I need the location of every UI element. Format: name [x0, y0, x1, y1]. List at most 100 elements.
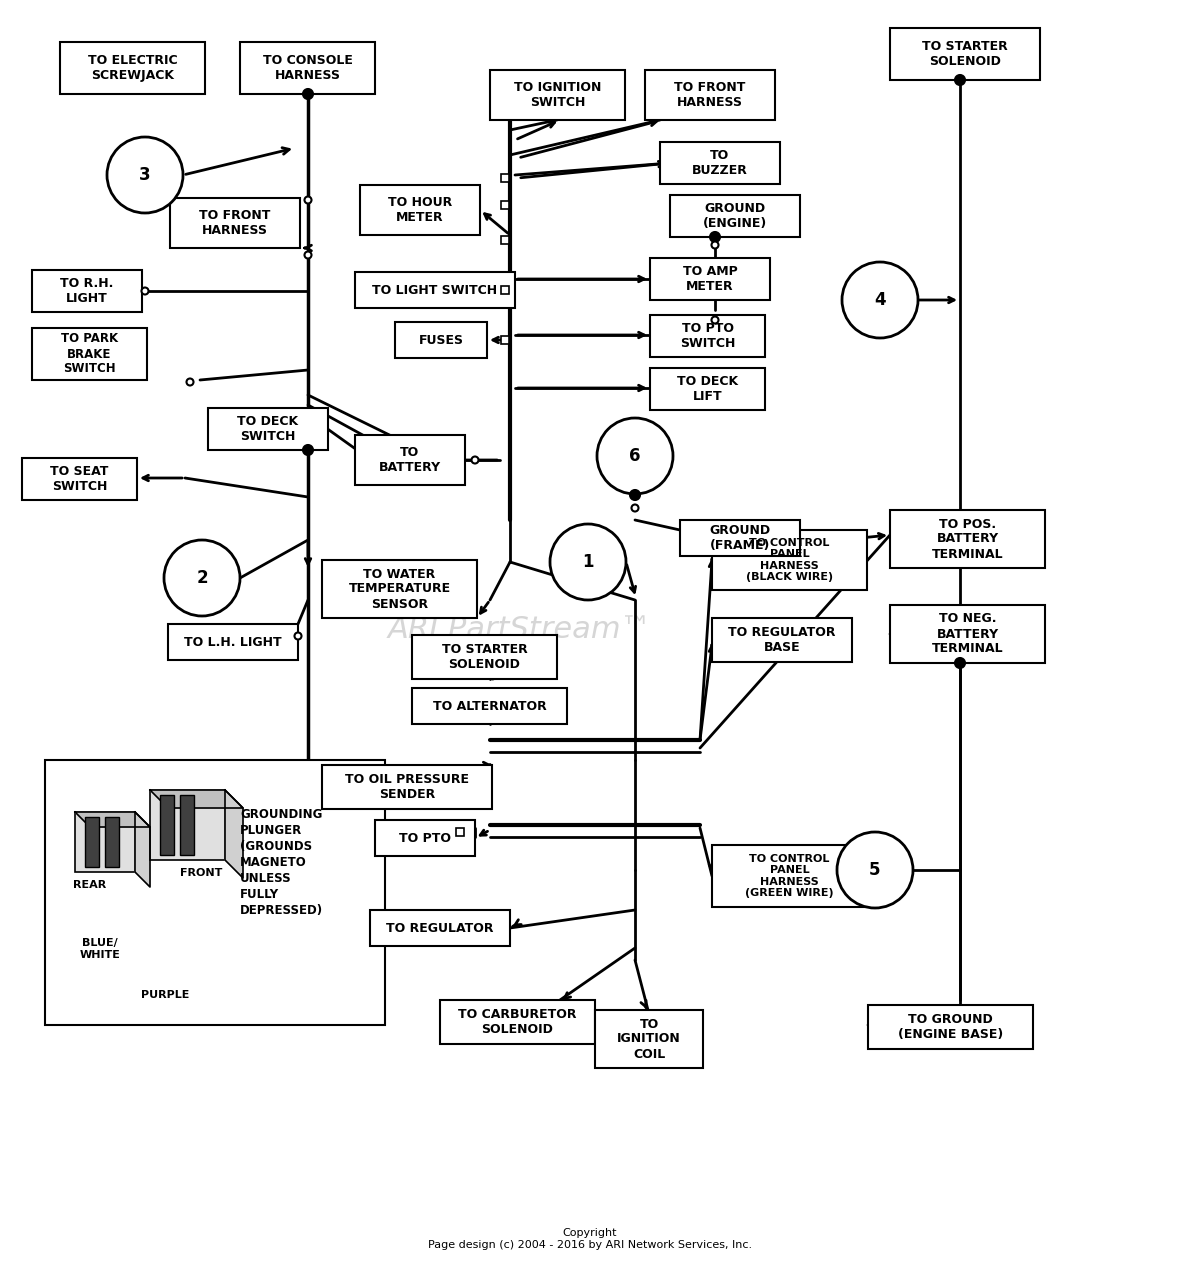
FancyBboxPatch shape	[45, 760, 385, 1025]
FancyBboxPatch shape	[322, 765, 492, 810]
FancyBboxPatch shape	[240, 42, 375, 94]
Polygon shape	[150, 790, 243, 808]
Circle shape	[164, 540, 240, 616]
Text: TO NEG.
BATTERY
TERMINAL: TO NEG. BATTERY TERMINAL	[932, 612, 1003, 656]
FancyBboxPatch shape	[502, 236, 509, 244]
Text: TO GROUND
(ENGINE BASE): TO GROUND (ENGINE BASE)	[898, 1014, 1003, 1041]
FancyBboxPatch shape	[890, 28, 1040, 80]
Circle shape	[630, 490, 640, 500]
Text: PURPLE: PURPLE	[140, 990, 189, 999]
FancyBboxPatch shape	[371, 910, 510, 946]
Polygon shape	[225, 790, 243, 878]
Text: GROUND
(ENGINE): GROUND (ENGINE)	[703, 201, 767, 230]
Text: TO
IGNITION
COIL: TO IGNITION COIL	[617, 1017, 681, 1061]
Circle shape	[295, 633, 302, 639]
Circle shape	[837, 831, 913, 908]
FancyBboxPatch shape	[712, 530, 867, 590]
Text: TO
BUZZER: TO BUZZER	[691, 149, 748, 177]
Text: TO DECK
LIFT: TO DECK LIFT	[677, 375, 738, 403]
Text: GROUND
(FRAME): GROUND (FRAME)	[709, 523, 771, 552]
FancyBboxPatch shape	[670, 195, 800, 237]
Text: 6: 6	[629, 446, 641, 464]
FancyBboxPatch shape	[22, 458, 137, 500]
FancyBboxPatch shape	[150, 790, 225, 860]
Text: 5: 5	[870, 861, 880, 879]
FancyBboxPatch shape	[32, 328, 148, 380]
Text: BLUE/
WHITE: BLUE/ WHITE	[79, 938, 120, 960]
Text: TO STARTER
SOLENOID: TO STARTER SOLENOID	[441, 643, 527, 671]
FancyBboxPatch shape	[355, 435, 465, 485]
Circle shape	[472, 457, 479, 463]
Text: TO POS.
BATTERY
TERMINAL: TO POS. BATTERY TERMINAL	[932, 517, 1003, 561]
Text: 2: 2	[196, 568, 208, 588]
FancyBboxPatch shape	[60, 42, 205, 94]
FancyBboxPatch shape	[412, 635, 557, 679]
Text: TO OIL PRESSURE
SENDER: TO OIL PRESSURE SENDER	[345, 772, 468, 801]
FancyBboxPatch shape	[360, 185, 480, 235]
Text: TO CARBURETOR
SOLENOID: TO CARBURETOR SOLENOID	[458, 1008, 577, 1035]
Circle shape	[107, 137, 183, 213]
FancyBboxPatch shape	[595, 1010, 703, 1067]
Text: TO FRONT
HARNESS: TO FRONT HARNESS	[199, 209, 270, 237]
Polygon shape	[76, 812, 150, 828]
Text: TO CONTROL
PANEL
HARNESS
(BLACK WIRE): TO CONTROL PANEL HARNESS (BLACK WIRE)	[746, 538, 833, 582]
Text: 1: 1	[582, 553, 594, 571]
Text: TO CONTROL
PANEL
HARNESS
(GREEN WIRE): TO CONTROL PANEL HARNESS (GREEN WIRE)	[746, 853, 834, 898]
Text: Copyright
Page design (c) 2004 - 2016 by ARI Network Services, Inc.: Copyright Page design (c) 2004 - 2016 by…	[428, 1228, 752, 1250]
Text: TO DECK
SWITCH: TO DECK SWITCH	[237, 414, 299, 443]
FancyBboxPatch shape	[660, 142, 780, 183]
FancyBboxPatch shape	[395, 322, 487, 358]
Text: ARI PartStream™: ARI PartStream™	[388, 616, 653, 644]
FancyBboxPatch shape	[412, 688, 568, 724]
Text: TO CONSOLE
HARNESS: TO CONSOLE HARNESS	[263, 54, 353, 82]
Text: 3: 3	[139, 166, 151, 183]
Text: TO PARK
BRAKE
SWITCH: TO PARK BRAKE SWITCH	[61, 332, 118, 376]
Text: TO PTO: TO PTO	[399, 831, 451, 844]
FancyBboxPatch shape	[32, 269, 142, 312]
Text: TO HOUR
METER: TO HOUR METER	[388, 196, 452, 225]
FancyBboxPatch shape	[440, 999, 595, 1044]
Text: TO REGULATOR
BASE: TO REGULATOR BASE	[728, 626, 835, 654]
Circle shape	[303, 89, 313, 99]
Text: TO STARTER
SOLENOID: TO STARTER SOLENOID	[922, 40, 1008, 68]
Circle shape	[186, 378, 194, 385]
Text: TO ALTERNATOR: TO ALTERNATOR	[433, 699, 546, 712]
Text: GROUNDING
PLUNGER
(GROUNDS
MAGNETO
UNLESS
FULLY
DEPRESSED): GROUNDING PLUNGER (GROUNDS MAGNETO UNLES…	[240, 808, 323, 917]
Circle shape	[712, 241, 719, 249]
Circle shape	[712, 317, 719, 323]
Circle shape	[142, 287, 149, 295]
FancyBboxPatch shape	[650, 368, 765, 411]
Circle shape	[597, 418, 673, 494]
Text: TO L.H. LIGHT: TO L.H. LIGHT	[184, 635, 282, 648]
FancyBboxPatch shape	[645, 71, 775, 121]
Text: REAR: REAR	[73, 880, 106, 890]
Text: FRONT: FRONT	[181, 869, 222, 878]
Text: TO
BATTERY: TO BATTERY	[379, 446, 441, 473]
Text: TO WATER
TEMPERATURE
SENSOR: TO WATER TEMPERATURE SENSOR	[348, 567, 451, 611]
Text: 4: 4	[874, 291, 886, 309]
Text: TO FRONT
HARNESS: TO FRONT HARNESS	[674, 81, 746, 109]
FancyBboxPatch shape	[502, 201, 509, 209]
FancyBboxPatch shape	[502, 286, 509, 294]
Text: TO R.H.
LIGHT: TO R.H. LIGHT	[60, 277, 113, 305]
FancyBboxPatch shape	[76, 812, 135, 872]
FancyBboxPatch shape	[160, 795, 173, 854]
Text: TO ELECTRIC
SCREWJACK: TO ELECTRIC SCREWJACK	[87, 54, 177, 82]
Text: TO IGNITION
SWITCH: TO IGNITION SWITCH	[513, 81, 601, 109]
Circle shape	[631, 504, 638, 512]
Polygon shape	[135, 812, 150, 887]
Text: FUSES: FUSES	[419, 334, 464, 346]
FancyBboxPatch shape	[322, 559, 477, 618]
FancyBboxPatch shape	[181, 795, 194, 854]
FancyBboxPatch shape	[208, 408, 328, 450]
FancyBboxPatch shape	[890, 606, 1045, 663]
FancyBboxPatch shape	[85, 817, 99, 867]
FancyBboxPatch shape	[502, 336, 509, 344]
FancyBboxPatch shape	[890, 511, 1045, 568]
FancyBboxPatch shape	[650, 316, 765, 357]
FancyBboxPatch shape	[712, 618, 852, 662]
Circle shape	[304, 196, 312, 204]
Circle shape	[303, 445, 313, 455]
FancyBboxPatch shape	[355, 272, 514, 308]
FancyBboxPatch shape	[170, 198, 300, 248]
